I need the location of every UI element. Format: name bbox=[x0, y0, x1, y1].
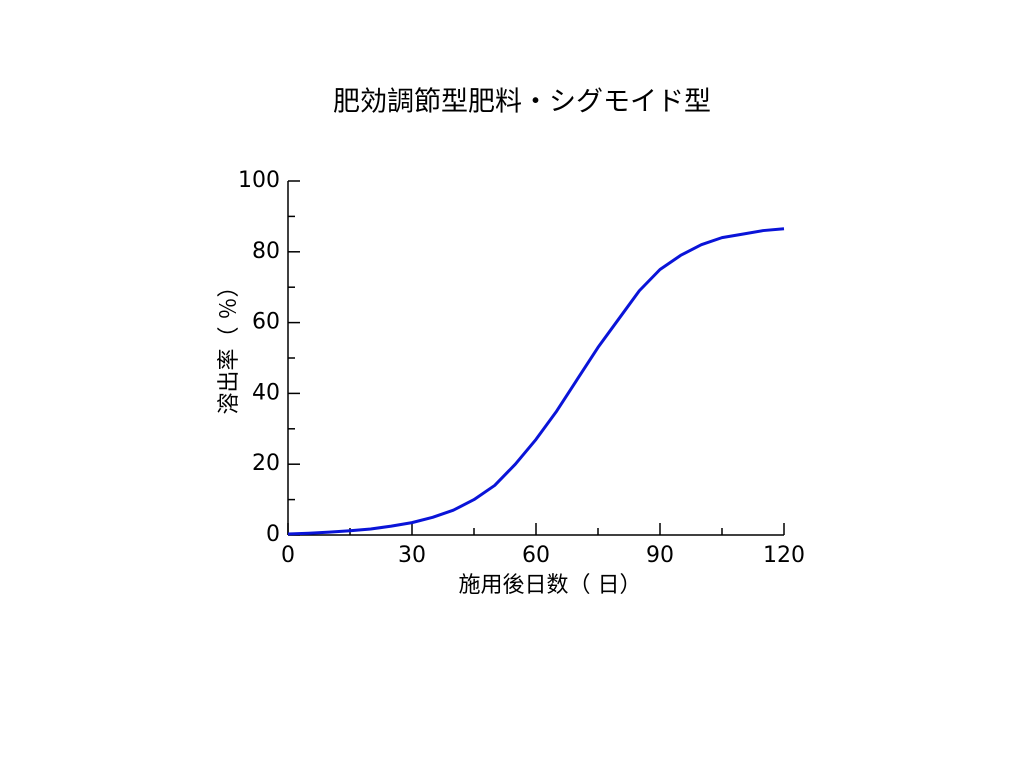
y-tick-label: 80 bbox=[252, 239, 280, 264]
y-tick-label: 60 bbox=[252, 310, 280, 335]
x-tick-label: 60 bbox=[522, 543, 550, 568]
x-axis-label: 施用後日数（ 日） bbox=[459, 573, 642, 598]
data-line bbox=[287, 227, 785, 536]
y-tick-label: 20 bbox=[252, 451, 280, 476]
chart-title: 肥効調節型肥料・シグモイド型 bbox=[333, 87, 711, 118]
x-tick-label: 90 bbox=[646, 543, 674, 568]
x-tick-label: 0 bbox=[281, 543, 295, 568]
y-tick-label: 100 bbox=[238, 168, 280, 193]
x-tick-label: 120 bbox=[763, 543, 805, 568]
y-tick-label: 40 bbox=[252, 380, 280, 405]
y-tick-label: 0 bbox=[266, 522, 280, 547]
y-axis-label: 溶出率（ ％） bbox=[217, 276, 242, 415]
x-tick-label: 30 bbox=[398, 543, 426, 568]
